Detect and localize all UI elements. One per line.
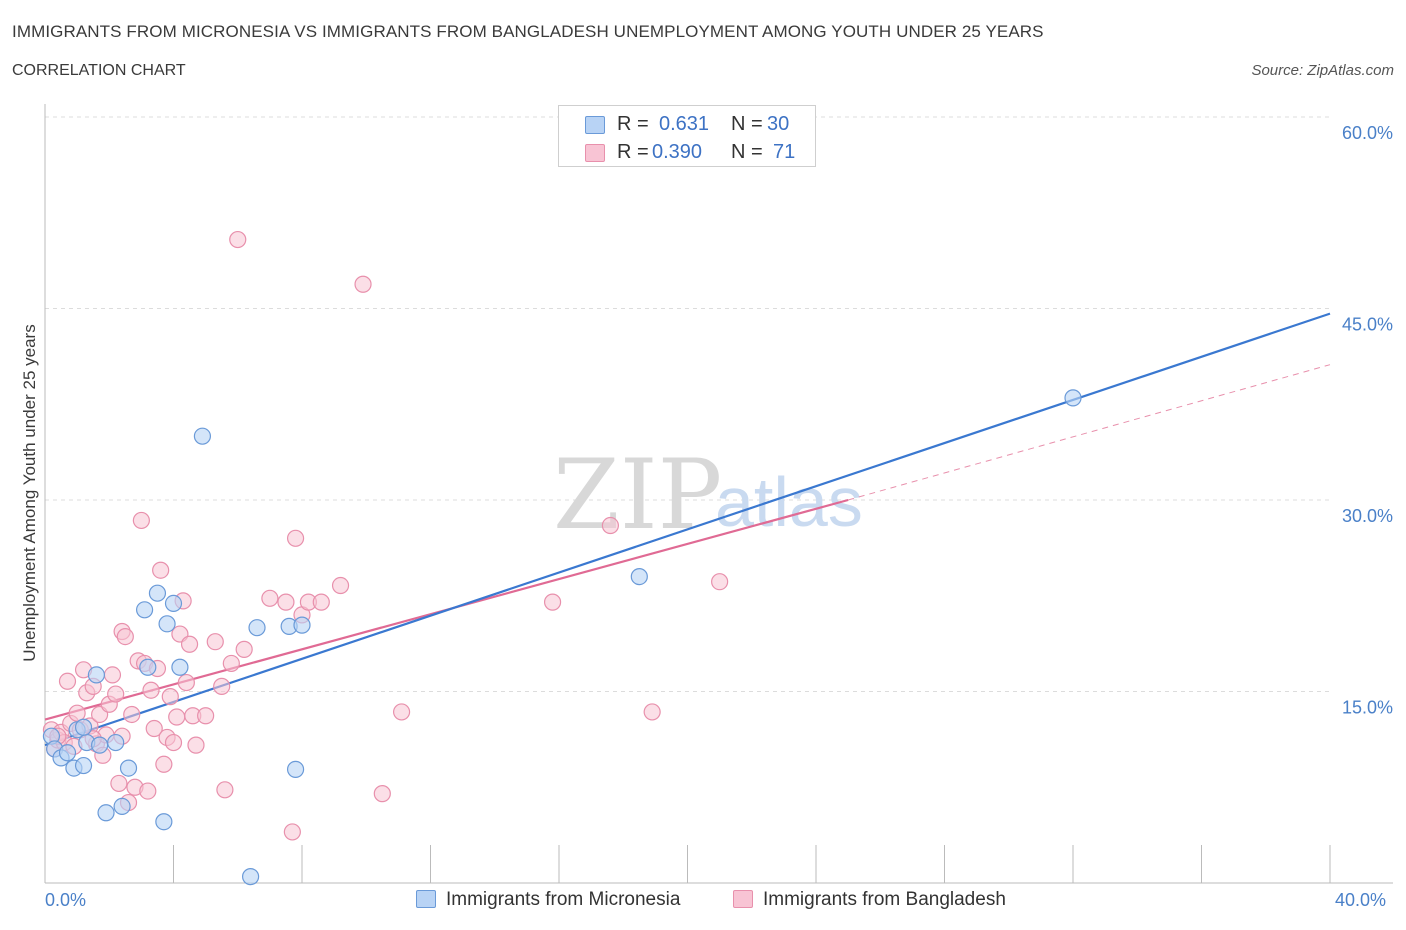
y-tick-label: 30.0% <box>1342 506 1393 526</box>
bangladesh-point <box>177 673 195 692</box>
x-tick-min: 0.0% <box>45 890 87 910</box>
bangladesh-point <box>283 823 301 841</box>
bangladesh-point <box>180 635 199 653</box>
bangladesh-point <box>229 230 247 249</box>
micronesia-point <box>87 666 106 684</box>
bangladesh-point <box>213 677 231 695</box>
bangladesh-point <box>601 516 620 535</box>
chart-title: IMMIGRANTS FROM MICRONESIA VS IMMIGRANTS… <box>12 22 1044 41</box>
gridlines <box>45 116 1330 692</box>
y-tick-labels: 15.0% 30.0% 45.0% 60.0% <box>1342 123 1393 718</box>
bangladesh-point <box>312 593 330 611</box>
micronesia-point <box>119 759 138 777</box>
source-credit: Source: ZipAtlas.com <box>1251 62 1394 79</box>
micronesia-swatch <box>585 116 605 134</box>
bangladesh-n-value: 71 <box>773 141 796 163</box>
bangladesh-point <box>161 688 179 706</box>
bangladesh-point <box>155 755 173 773</box>
micronesia-point <box>248 619 266 637</box>
bangladesh-point <box>373 785 391 803</box>
micronesia-point <box>630 567 648 586</box>
bangladesh-point <box>216 781 234 799</box>
bangladesh-trend-extension <box>847 364 1331 501</box>
trendlines <box>44 312 1331 747</box>
micronesia-point <box>58 744 77 762</box>
bangladesh-r-label: R = <box>617 141 649 163</box>
micronesia-point <box>155 813 173 831</box>
y-tick-label: 45.0% <box>1342 315 1393 335</box>
bangladesh-point <box>145 719 163 738</box>
micronesia-point <box>135 601 154 619</box>
bangladesh-point <box>354 275 372 293</box>
bangladesh-point <box>168 708 186 726</box>
bangladesh-point <box>110 774 128 793</box>
micronesia-point <box>113 797 131 816</box>
bangladesh-point <box>164 733 183 752</box>
chart-subtitle: CORRELATION CHART <box>12 62 186 79</box>
bangladesh-point <box>392 703 411 721</box>
micronesia-legend-label: Immigrants from Micronesia <box>446 889 681 910</box>
micronesia-points <box>42 389 1082 886</box>
micronesia-point <box>242 868 260 886</box>
y-axis-label: Unemployment Among Youth under 25 years <box>20 324 39 661</box>
bangladesh-point <box>277 593 295 611</box>
bangladesh-point <box>187 736 205 754</box>
y-tick-label: 15.0% <box>1342 698 1393 718</box>
watermark-zip: ZIP <box>553 439 722 551</box>
micronesia-point <box>193 427 212 445</box>
micronesia-r-value: 0.631 <box>659 113 710 135</box>
bangladesh-point <box>58 672 77 690</box>
micronesia-point <box>158 615 176 633</box>
micronesia-point <box>148 584 167 602</box>
micronesia-point <box>91 736 109 754</box>
bangladesh-point <box>142 681 160 699</box>
bangladesh-point <box>261 589 279 607</box>
bangladesh-point <box>286 529 305 547</box>
micronesia-n-label: N = <box>731 113 763 135</box>
micronesia-point <box>74 756 93 775</box>
micronesia-point <box>286 760 305 778</box>
bangladesh-legend-label: Immigrants from Bangladesh <box>763 889 1006 910</box>
x-tick-max: 40.0% <box>1335 890 1387 910</box>
bangladesh-point <box>331 576 350 595</box>
micronesia-point <box>74 718 93 736</box>
bangladesh-point <box>152 561 170 579</box>
micronesia-point <box>139 658 157 676</box>
bangladesh-swatch <box>585 144 605 162</box>
micronesia-trendline <box>44 312 1331 747</box>
micronesia-point <box>164 594 183 613</box>
bangladesh-point <box>123 705 141 724</box>
bottom-legend-micronesia: Immigrants from Micronesia <box>416 889 680 911</box>
micronesia-legend-swatch <box>416 890 436 908</box>
bangladesh-point <box>222 654 240 673</box>
micronesia-point <box>171 658 189 676</box>
axes <box>44 104 1393 884</box>
micronesia-point <box>293 616 311 634</box>
bangladesh-n-label: N = <box>731 141 763 163</box>
y-tick-label: 60.0% <box>1342 123 1393 143</box>
micronesia-n-value: 30 <box>767 113 790 135</box>
bangladesh-point <box>206 633 224 651</box>
bangladesh-point <box>107 685 125 703</box>
micronesia-point <box>107 733 125 752</box>
bangladesh-legend-swatch <box>733 890 753 908</box>
bangladesh-point <box>139 782 157 800</box>
bottom-legend-bangladesh: Immigrants from Bangladesh <box>733 889 1006 911</box>
micronesia-point <box>97 804 115 822</box>
bangladesh-point <box>132 511 150 530</box>
bangladesh-point <box>543 593 562 611</box>
bangladesh-point <box>643 703 661 721</box>
stats-legend: R = 0.631 N = 30 R = 0.390 N = 71 <box>558 105 816 167</box>
bangladesh-point <box>197 707 215 725</box>
micronesia-r-label: R = <box>617 113 649 135</box>
bangladesh-point <box>711 573 729 591</box>
micronesia-point <box>1064 389 1082 407</box>
bangladesh-point <box>103 666 122 684</box>
bangladesh-r-value: 0.390 <box>652 141 703 163</box>
bangladesh-point <box>116 628 134 646</box>
bangladesh-point <box>235 640 253 658</box>
